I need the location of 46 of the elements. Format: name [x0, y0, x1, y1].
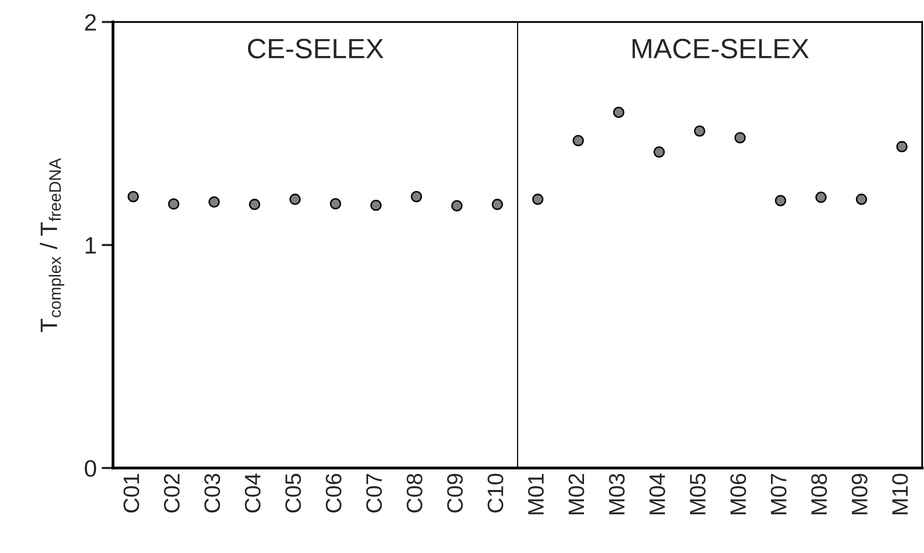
point [654, 146, 665, 158]
x-tick-label: M03 [608, 474, 625, 514]
x-tick-label: M09 [852, 474, 868, 514]
x-tick-label: C06 [326, 474, 342, 512]
point [168, 198, 180, 210]
y-tick-label: 2 [85, 14, 96, 31]
annotation: MACE-SELEX [632, 38, 809, 58]
point [815, 192, 827, 203]
x-tick-label: C08 [406, 474, 422, 512]
y-tick-label: 0 [84, 460, 96, 477]
x-tick-label: M01 [528, 474, 544, 514]
point [856, 194, 868, 205]
y-axis-title: T$_{complex}$ / T$_{freeDNA}$ [40, 158, 64, 332]
point [128, 191, 139, 202]
point [370, 200, 382, 211]
point [208, 196, 220, 208]
point [451, 200, 462, 212]
x-tick-label: M06 [730, 474, 746, 514]
x-tick-label: C01 [123, 474, 140, 512]
annotation: CE-SELEX [248, 38, 384, 58]
point [330, 198, 342, 210]
x-tick-label: C02 [164, 474, 180, 512]
point [774, 195, 786, 206]
point [694, 125, 706, 137]
x-tick-label: M04 [649, 474, 666, 514]
x-tick-label: C05 [285, 474, 302, 512]
point [289, 194, 301, 205]
point [734, 132, 746, 144]
x-tick-label: C09 [447, 474, 463, 512]
x-tick-label: C04 [244, 474, 261, 512]
x-tick-label: C03 [204, 474, 220, 512]
x-tick-label: C07 [366, 474, 382, 512]
point [613, 106, 624, 118]
x-tick-label: M10 [892, 474, 908, 514]
x-tick-label: M02 [568, 474, 584, 514]
point [572, 135, 584, 146]
y-tick-label: 1 [86, 237, 96, 254]
point [896, 141, 908, 152]
x-tick-label: M05 [690, 474, 706, 514]
point [410, 191, 422, 202]
point [492, 198, 503, 210]
point [248, 198, 260, 210]
x-tick-label: M08 [811, 474, 827, 514]
x-tick-label: M07 [770, 474, 787, 514]
point [532, 194, 544, 205]
x-tick-label: C10 [488, 474, 504, 512]
